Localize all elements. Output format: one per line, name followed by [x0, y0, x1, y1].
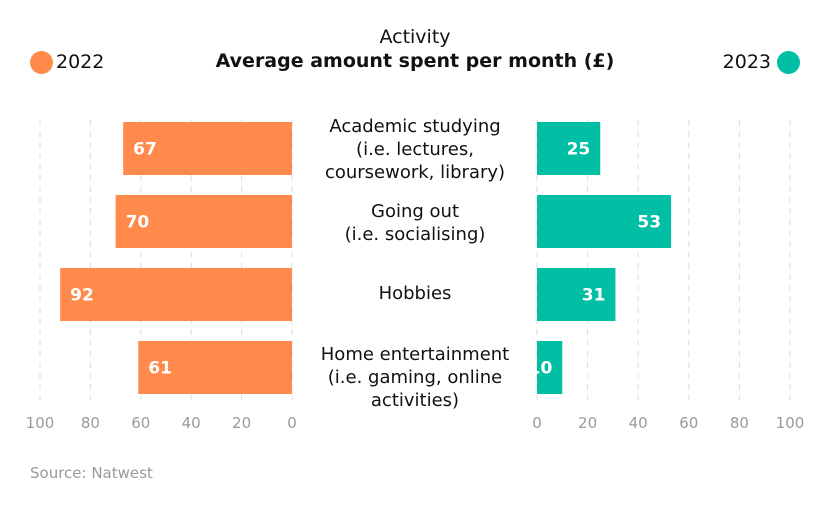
bar-2022-1 — [115, 195, 292, 248]
data-label-2022-1: 70 — [126, 213, 150, 233]
tick-label-left-0: 0 — [287, 414, 297, 432]
bar-2023-0 — [537, 122, 601, 175]
legend-dot-2022 — [30, 50, 53, 74]
data-label-2023-2: 31 — [582, 286, 606, 306]
bar-2023-1 — [537, 195, 672, 248]
category-label-hobbies: Hobbies — [378, 283, 452, 304]
bar-2023-2 — [537, 268, 616, 321]
legend-label-2022: 2022 — [56, 51, 105, 73]
data-label-2023-1: 53 — [637, 213, 661, 233]
tick-label-right-40: 40 — [629, 414, 648, 432]
legend-label-2023: 2023 — [722, 51, 771, 73]
bar-2022-2 — [60, 268, 292, 321]
data-label-2023-3: 10 — [529, 359, 553, 379]
data-label-2023-0: 25 — [567, 140, 591, 160]
chart-title: Average amount spent per month (£) — [215, 50, 615, 72]
legend-2023: 2023 — [723, 50, 800, 74]
tick-label-right-100: 100 — [776, 414, 805, 432]
tick-label-right-80: 80 — [730, 414, 749, 432]
tick-label-left-60: 60 — [131, 414, 150, 432]
legend-dot-2023 — [777, 50, 800, 74]
bar-2023-3 — [537, 341, 563, 394]
legend-2022: 2022 — [30, 50, 104, 74]
tick-label-right-20: 20 — [578, 414, 597, 432]
tick-label-left-100: 100 — [26, 414, 55, 432]
tick-label-right-60: 60 — [679, 414, 698, 432]
category-label-going-out: Going out (i.e. socialising) — [344, 201, 486, 245]
tick-label-left-20: 20 — [232, 414, 251, 432]
data-label-2022-3: 61 — [148, 359, 172, 379]
tick-label-left-80: 80 — [81, 414, 100, 432]
bar-2022-3 — [138, 341, 292, 394]
chart-title-line1: Activity — [379, 26, 451, 48]
tick-label-left-40: 40 — [182, 414, 201, 432]
tick-label-right-0: 0 — [532, 414, 542, 432]
data-label-2022-0: 67 — [133, 140, 157, 160]
bar-2022-0 — [123, 122, 292, 175]
source-note: Source: Natwest — [30, 464, 153, 482]
category-label-academic: Academic studying (i.e. lectures, course… — [324, 116, 506, 183]
category-label-home-entertainment: Home entertainment (i.e. gaming, online … — [320, 344, 510, 411]
data-label-2022-2: 92 — [70, 286, 94, 306]
